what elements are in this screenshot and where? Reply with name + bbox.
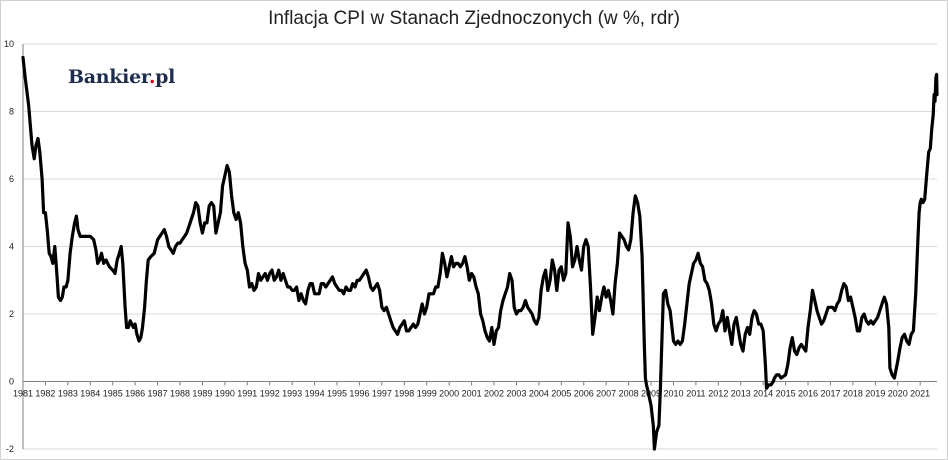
x-tick-label: 1994: [305, 389, 325, 399]
x-tick-label: 2015: [776, 389, 796, 399]
x-tick-label: 1987: [148, 389, 168, 399]
x-tick-label: 2001: [462, 389, 482, 399]
y-tick-label: 10: [4, 39, 14, 49]
logo-dot: .: [148, 66, 156, 88]
series-group: [21, 55, 939, 451]
x-tick-label: 1981: [13, 389, 33, 399]
x-tick-label: 2008: [619, 389, 639, 399]
x-tick-label: 1989: [192, 389, 212, 399]
x-tick-label: 2012: [708, 389, 728, 399]
x-tick-label: 2014: [753, 389, 773, 399]
x-tick-label: 2019: [865, 389, 885, 399]
y-tick-label: -2: [6, 444, 14, 454]
x-tick-label: 1990: [215, 389, 235, 399]
x-tick-label: 2004: [529, 389, 549, 399]
y-tick-label: 4: [9, 242, 14, 252]
x-tick-label: 1985: [103, 389, 123, 399]
x-tick-label: 2007: [596, 389, 616, 399]
x-tick-label: 1993: [282, 389, 302, 399]
x-axis: 1981 1982 1983 1984 1985 1986 1987 1988 1989 1990…: [13, 381, 937, 399]
x-tick-label: 2005: [551, 389, 571, 399]
x-tick-label: 1991: [237, 389, 257, 399]
x-tick-label: 2017: [820, 389, 840, 399]
x-tick-label: 2020: [888, 389, 908, 399]
x-tick-label: 1984: [80, 389, 100, 399]
bankier-logo: Bankier.pl: [68, 66, 175, 88]
y-tick-label: 2: [9, 309, 14, 319]
x-tick-label: 1996: [349, 389, 369, 399]
x-tick-label: 2003: [506, 389, 526, 399]
x-tick-label: 2002: [484, 389, 504, 399]
x-tick-label: 2013: [731, 389, 751, 399]
y-tick-label: 0: [9, 377, 14, 387]
x-tick-label: 1983: [58, 389, 78, 399]
x-tick-label: 1982: [35, 389, 55, 399]
y-tick-label: 6: [9, 174, 14, 184]
x-tick-label: 2021: [910, 389, 930, 399]
x-tick-label: 2011: [686, 389, 705, 399]
x-tick-label: 1992: [260, 389, 280, 399]
x-tick-label: 1995: [327, 389, 347, 399]
x-tick-label: 2006: [574, 389, 594, 399]
x-tick-label: 2016: [798, 389, 818, 399]
x-tick-label: 2010: [663, 389, 683, 399]
chart-title: Inflacja CPI w Stanach Zjednoczonych (w …: [268, 8, 680, 29]
x-tick-label: 1988: [170, 389, 190, 399]
x-tick-label: 1986: [125, 389, 145, 399]
x-tick-label: 2018: [843, 389, 863, 399]
logo-text: Bankier: [68, 66, 149, 88]
series-line-0: [21, 55, 939, 451]
x-tick-label: 1998: [394, 389, 414, 399]
logo-suffix: pl: [155, 66, 176, 88]
x-tick-label: 1999: [417, 389, 437, 399]
x-tick-label: 1997: [372, 389, 392, 399]
x-tick-label: 2009: [641, 389, 661, 399]
x-tick-label: 2000: [439, 389, 459, 399]
y-tick-label: 8: [9, 107, 14, 117]
